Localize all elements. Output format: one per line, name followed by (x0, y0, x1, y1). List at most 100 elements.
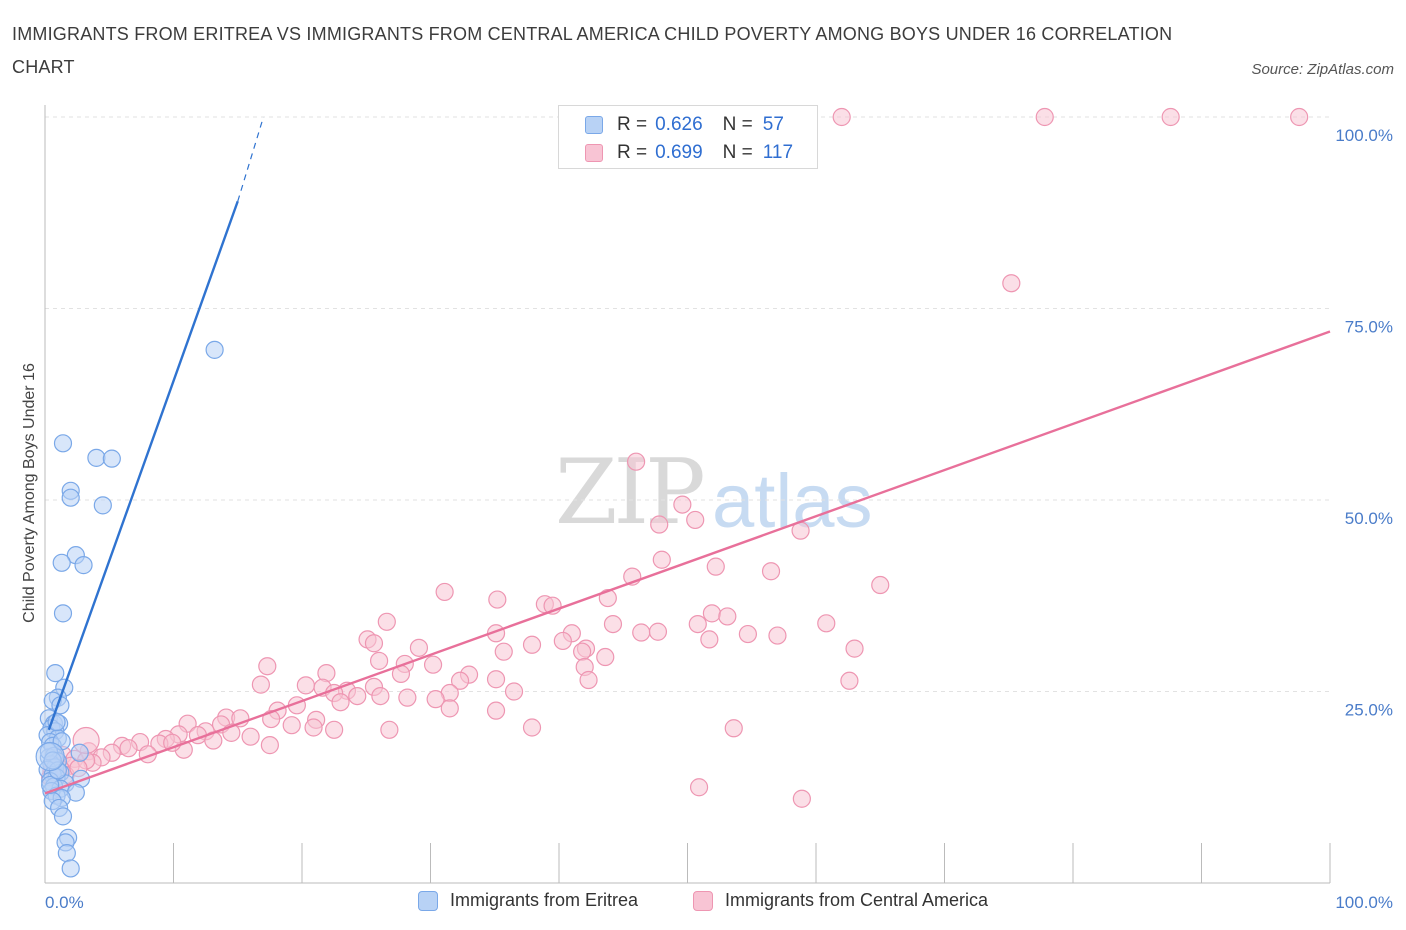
point-central-america (440, 699, 459, 718)
legend-r-label: R = (617, 114, 648, 135)
y-tick-label: 75.0% (1345, 318, 1393, 337)
legend-r-value: 0.699 (655, 142, 703, 163)
point-central-america (702, 604, 722, 623)
point-central-america (486, 701, 506, 720)
point-central-america (845, 639, 864, 658)
point-central-america (325, 720, 344, 739)
legend-n-label: N = (722, 142, 753, 163)
point-central-america (377, 612, 396, 631)
point-central-america (871, 575, 890, 595)
trend-line-central-america (44, 330, 1331, 795)
point-eritrea (35, 742, 65, 772)
x-tick-label-max: 100.0% (1335, 893, 1393, 912)
legend-n-label: N = (722, 114, 753, 135)
point-eritrea (57, 844, 76, 863)
legend-item-central-america[interactable]: Immigrants from Central America (693, 890, 988, 911)
point-central-america (260, 736, 279, 755)
correlation-legend: R = 0.626 N = 57 R = 0.699 N = 117 (558, 105, 818, 169)
point-central-america (650, 515, 669, 534)
point-central-america (522, 635, 542, 654)
point-central-america (1035, 107, 1054, 127)
legend-label-eritrea: Immigrants from Eritrea (450, 890, 639, 910)
point-eritrea (46, 664, 65, 683)
point-central-america (700, 630, 719, 649)
legend-swatch-eritrea (418, 890, 438, 911)
chart-title: IMMIGRANTS FROM ERITREA VS IMMIGRANTS FR… (12, 24, 1173, 77)
point-central-america (673, 495, 692, 514)
legend-swatch-central-america (693, 890, 713, 911)
point-eritrea (61, 859, 80, 878)
point-central-america (504, 682, 524, 701)
point-central-america (398, 688, 417, 707)
point-central-america (119, 739, 138, 758)
point-central-america (1002, 274, 1021, 293)
point-central-america (652, 550, 671, 569)
legend-swatch-central-america (585, 144, 603, 162)
point-central-america (596, 647, 615, 667)
point-central-america (251, 675, 270, 694)
point-eritrea (93, 496, 112, 515)
point-central-america (553, 631, 572, 651)
y-tick-label: 25.0% (1345, 701, 1393, 720)
point-central-america (423, 655, 443, 674)
point-eritrea (70, 743, 89, 762)
point-central-america (282, 716, 301, 735)
point-central-america (761, 562, 781, 581)
trend-lines (44, 116, 1331, 795)
point-central-america (768, 626, 787, 645)
point-central-america (724, 719, 743, 738)
point-central-america (626, 452, 646, 471)
trend-line-eritrea-extension (237, 116, 265, 202)
legend-r-value: 0.626 (655, 114, 703, 135)
point-central-america (426, 690, 445, 709)
series-central-america-points (41, 107, 1309, 808)
legend-swatch-eritrea (585, 116, 603, 134)
point-central-america (522, 718, 542, 737)
point-eritrea (74, 556, 93, 575)
point-eritrea (53, 807, 73, 826)
point-central-america (296, 676, 315, 695)
point-central-america (370, 651, 389, 670)
y-tick-label: 50.0% (1345, 509, 1393, 528)
series-eritrea-points (35, 340, 224, 878)
point-central-america (371, 686, 390, 706)
point-central-america (689, 778, 709, 797)
legend-n-value: 57 (762, 114, 784, 135)
axes (44, 105, 1331, 884)
axis-labels: 25.0% 50.0% 75.0% 100.0% 0.0% 100.0% Child Pov… (21, 126, 1393, 912)
point-central-america (832, 107, 851, 127)
point-central-america (380, 720, 399, 739)
source-label: Source: ZipAtlas.com (1251, 61, 1394, 78)
legend-row-central-america: R = 0.699 N = 117 (585, 139, 793, 167)
point-eritrea (87, 448, 106, 467)
y-axis-label: Child Poverty Among Boys Under 16 (21, 363, 38, 623)
point-eritrea (61, 488, 80, 507)
point-central-america (1290, 107, 1309, 127)
point-central-america (486, 670, 506, 689)
point-central-america (494, 642, 513, 661)
point-central-america (706, 557, 725, 576)
legend-n-value: 117 (762, 142, 794, 163)
point-central-america (840, 671, 859, 690)
point-eritrea (53, 604, 73, 623)
point-central-america (573, 642, 592, 661)
point-central-america (738, 624, 757, 644)
point-central-america (488, 590, 507, 609)
point-central-america (304, 718, 323, 737)
point-central-america (718, 607, 737, 626)
point-central-america (364, 634, 384, 653)
trend-line-eritrea (47, 200, 239, 731)
legend-item-eritrea[interactable]: Immigrants from Eritrea (418, 890, 638, 911)
series-legend: Immigrants from Eritrea Immigrants from … (0, 888, 1406, 918)
point-central-america (241, 727, 260, 746)
legend-row-eritrea: R = 0.626 N = 57 (585, 111, 784, 139)
x-tick-label-min: 0.0% (45, 893, 84, 912)
point-central-america (648, 622, 668, 641)
point-eritrea (53, 434, 73, 453)
point-central-america (1161, 107, 1180, 127)
point-eritrea (52, 553, 71, 572)
point-eritrea (102, 449, 121, 468)
point-central-america (792, 789, 811, 808)
point-central-america (603, 614, 623, 634)
